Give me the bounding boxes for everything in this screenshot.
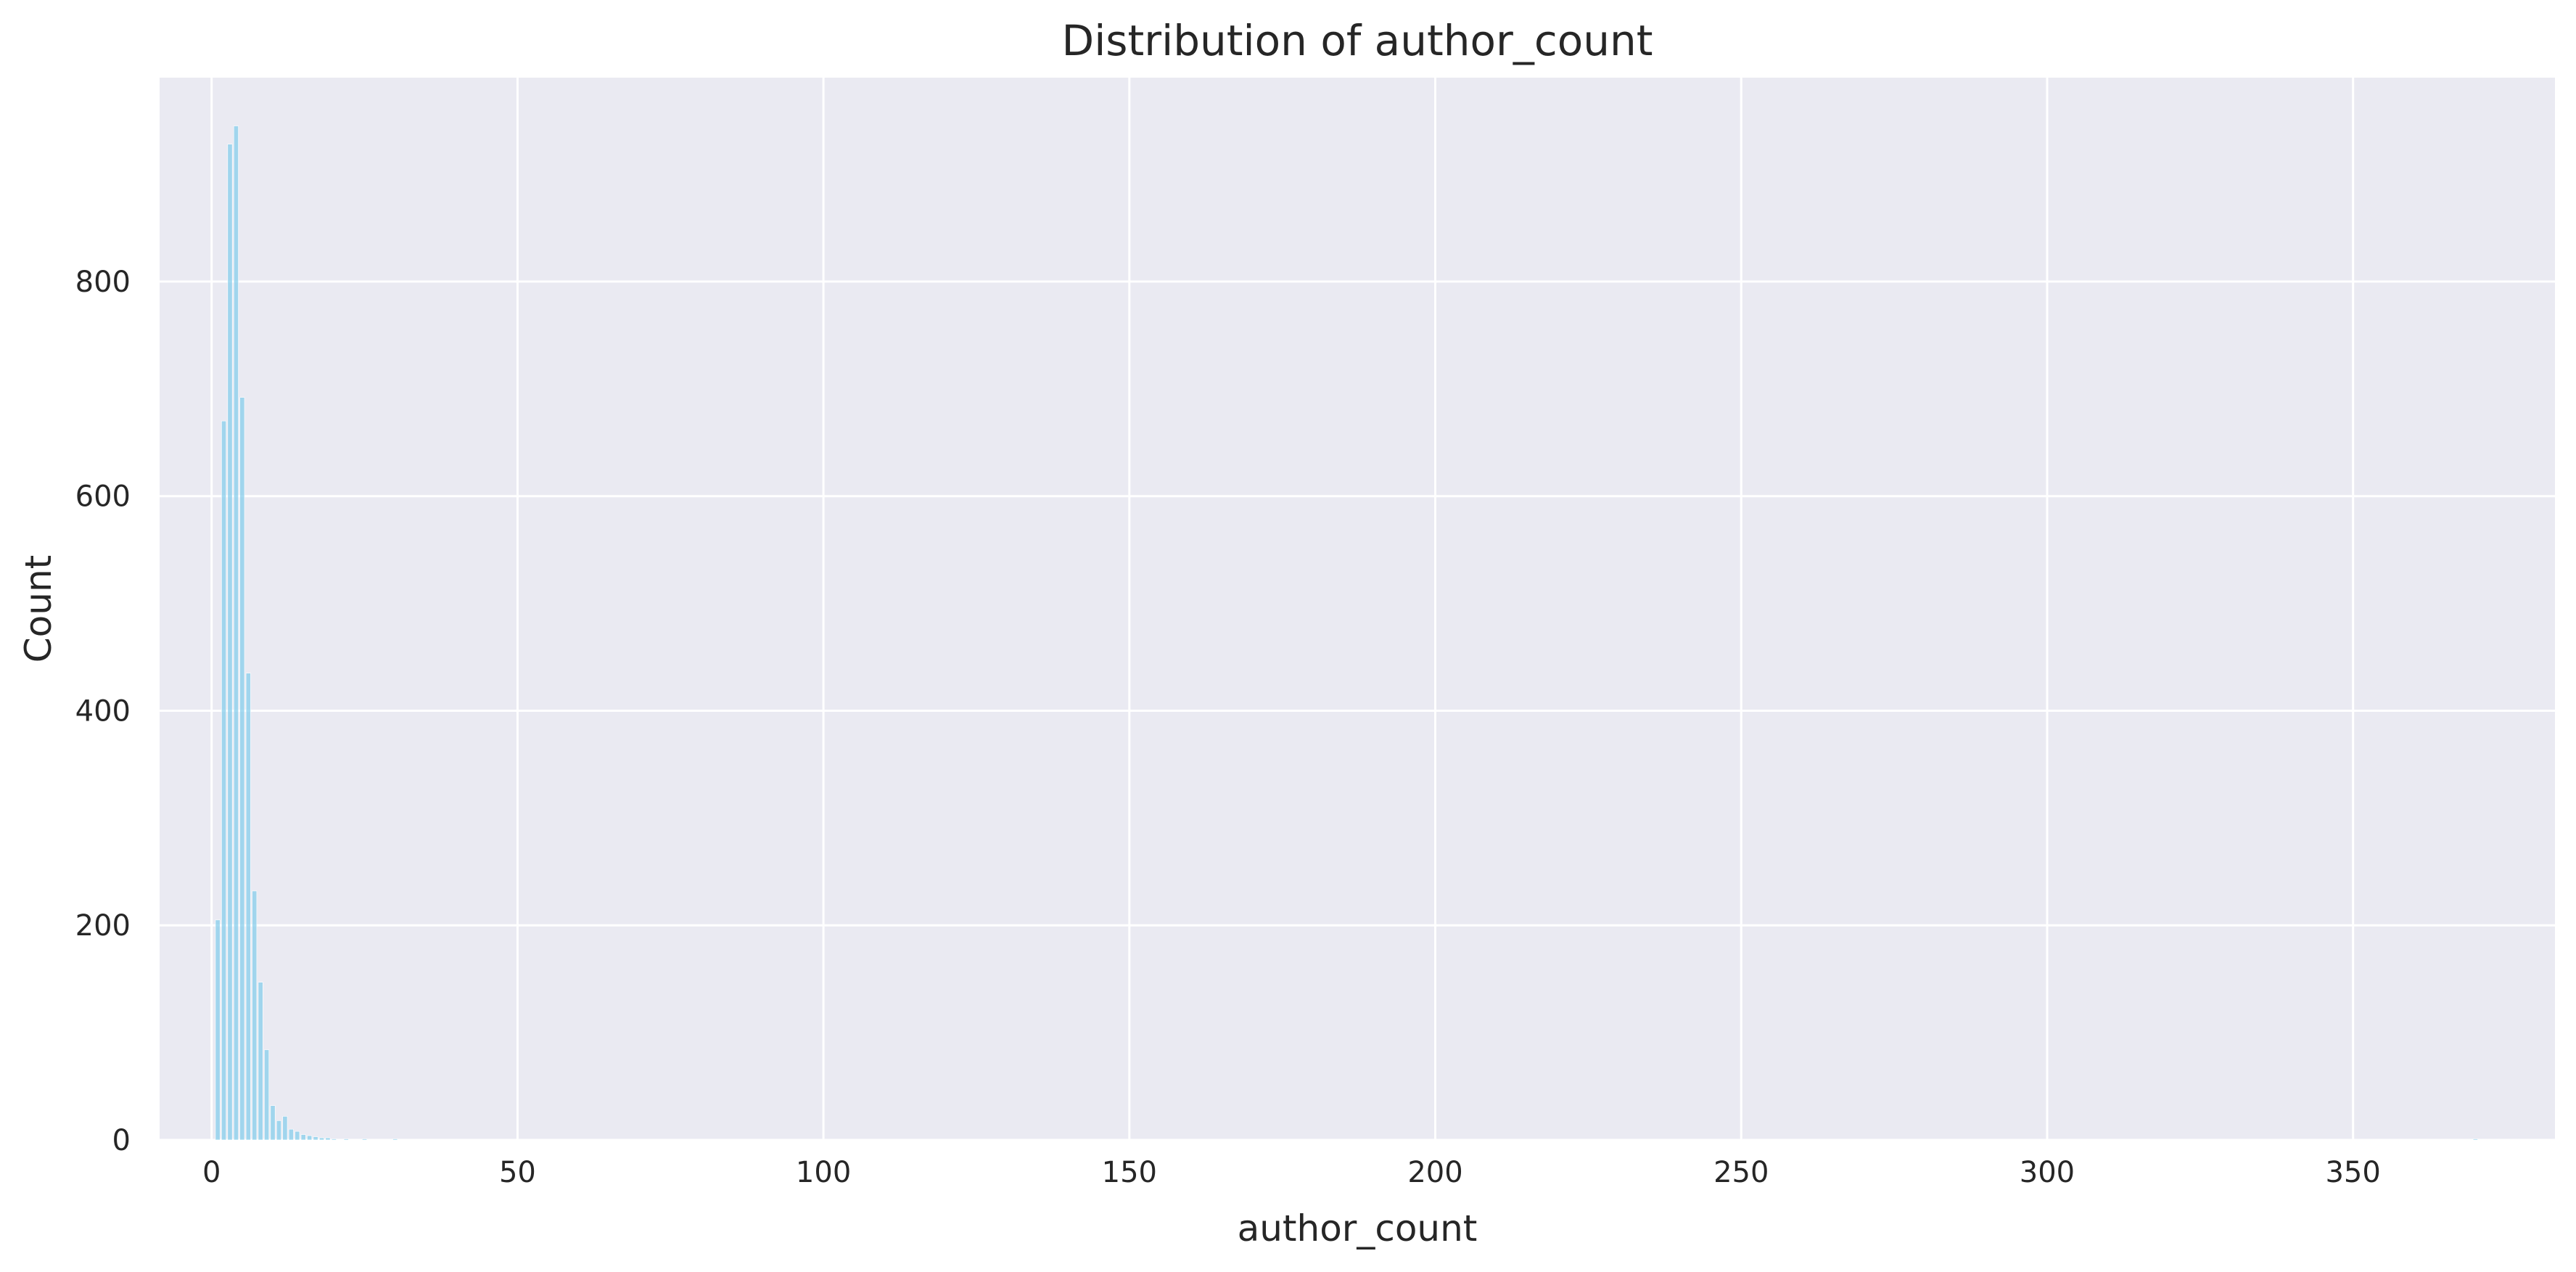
histogram-bar (288, 1128, 294, 1141)
bars (215, 126, 2478, 1141)
x-tick-label: 300 (2020, 1156, 2075, 1189)
histogram-bar (319, 1137, 324, 1141)
histogram-bar (331, 1138, 337, 1141)
y-axis-label: Count (17, 555, 59, 663)
histogram-bar (295, 1131, 300, 1141)
plot-area (160, 78, 2555, 1140)
histogram-bar (233, 126, 239, 1141)
histogram-bar (343, 1138, 349, 1141)
histogram-bar (282, 1116, 288, 1141)
histogram-bar (239, 397, 245, 1141)
histogram-bar (307, 1135, 313, 1141)
x-tick-label: 50 (499, 1156, 536, 1189)
histogram-bar (215, 919, 221, 1141)
histogram-bar (252, 890, 258, 1141)
histogram-bar (227, 144, 233, 1141)
y-tick-label: 200 (75, 909, 131, 943)
chart-title: Distribution of author_count (1062, 16, 1653, 65)
x-tick-label: 350 (2325, 1156, 2380, 1189)
histogram-bar (264, 1049, 270, 1141)
histogram-bar (313, 1136, 318, 1141)
y-tick-label: 600 (75, 480, 131, 514)
x-tick-label: 100 (796, 1156, 851, 1189)
y-axis-ticks: 0 200 400 600 800 (75, 266, 131, 1157)
y-tick-label: 0 (112, 1124, 131, 1157)
histogram-bar (258, 982, 263, 1141)
histogram-bar (270, 1105, 276, 1141)
histogram-bar (245, 673, 251, 1141)
x-tick-label: 0 (202, 1156, 221, 1189)
x-tick-label: 200 (1407, 1156, 1462, 1189)
x-tick-label: 150 (1102, 1156, 1157, 1189)
histogram-bar (392, 1138, 398, 1141)
grid-lines (160, 78, 2555, 1141)
x-tick-label: 250 (1713, 1156, 1769, 1189)
y-tick-label: 800 (75, 266, 131, 299)
histogram-bar (2472, 1138, 2478, 1141)
y-tick-label: 400 (75, 694, 131, 728)
x-axis-label: author_count (1238, 1207, 1478, 1250)
histogram-bar (325, 1137, 331, 1141)
histogram-bar (300, 1134, 306, 1141)
x-axis-ticks: 0 50 100 150 200 250 300 350 (202, 1156, 2381, 1189)
histogram-bar (221, 420, 227, 1141)
histogram-bar (276, 1120, 281, 1141)
histogram-bar (362, 1138, 368, 1141)
